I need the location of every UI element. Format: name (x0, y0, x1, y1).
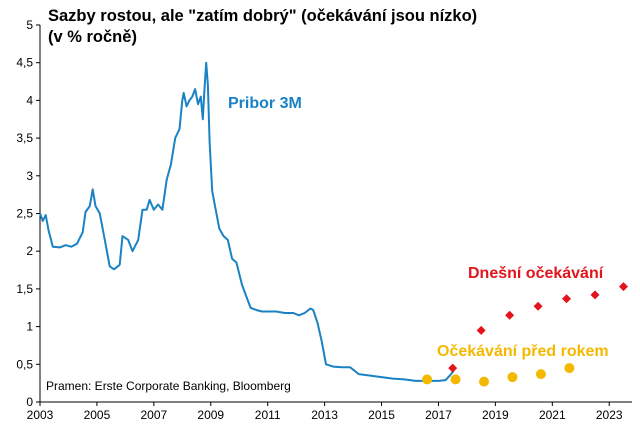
y-tick-label: 4 (26, 93, 33, 107)
y-tick-label: 3 (26, 169, 33, 183)
y-tick-label: 2,5 (16, 207, 33, 221)
y-tick-label: 2 (26, 244, 33, 258)
x-tick-label: 2021 (539, 408, 566, 422)
x-tick-label: 2011 (255, 408, 281, 422)
current-expectation-point (476, 325, 486, 335)
last-year-expectation-point (479, 376, 489, 387)
x-tick-label: 2019 (482, 408, 509, 422)
y-tick-label: 1 (26, 320, 33, 334)
current-expectation-point (562, 294, 572, 304)
current-expectation-point (533, 301, 543, 311)
x-tick-label: 2007 (140, 408, 167, 422)
current-expectations-label: Dnešní očekávání (468, 265, 604, 282)
x-tick-label: 2013 (311, 408, 338, 422)
current-expectation-point (618, 282, 628, 292)
x-tick-label: 2015 (368, 408, 395, 422)
y-tick-label: 4,5 (16, 56, 33, 70)
last-year-expectations-label: Očekávání před rokem (437, 343, 609, 360)
y-tick-label: 5 (26, 18, 33, 32)
last-year-expectation-point (507, 372, 518, 383)
x-tick-label: 2005 (84, 408, 111, 422)
current-expectation-point (505, 310, 515, 320)
pribor-3m-line (39, 61, 455, 382)
chart-title: Sazby rostou, ale "zatím dobrý" (očekává… (48, 6, 477, 48)
x-tick-label: 2023 (596, 408, 623, 422)
x-tick-label: 2003 (27, 408, 54, 422)
chart-title-line1: Sazby rostou, ale "zatím dobrý" (očekává… (48, 7, 478, 25)
last-year-expectation-point (535, 369, 546, 380)
chart-title-line2: (v % ročně) (48, 28, 137, 46)
source-note: Pramen: Erste Corporate Banking, Bloombe… (46, 379, 291, 393)
last-year-expectation-point (564, 363, 575, 374)
y-tick-label: 1,5 (16, 282, 33, 296)
current-expectation-point (448, 363, 458, 373)
last-year-expectation-point (450, 374, 461, 385)
x-tick-label: 2009 (197, 408, 224, 422)
x-tick-label: 2017 (425, 408, 452, 422)
y-tick-label: 0 (26, 395, 33, 409)
current-expectation-point (590, 290, 600, 300)
last-year-expectation-point (422, 374, 433, 385)
y-tick-label: 0,5 (16, 357, 33, 371)
pribor-3m-label: Pribor 3M (228, 95, 302, 112)
y-tick-label: 3,5 (16, 131, 33, 145)
